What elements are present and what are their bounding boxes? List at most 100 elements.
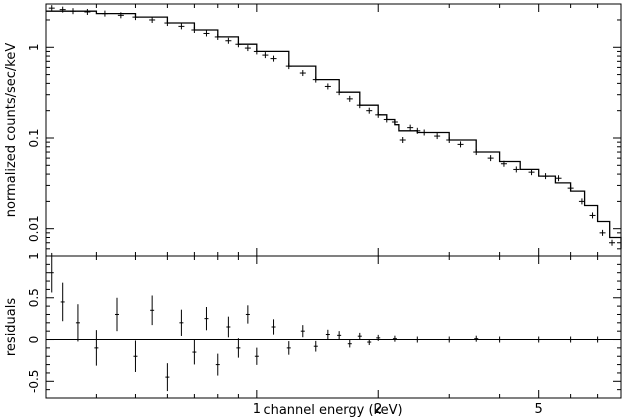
residual-data-point <box>286 341 291 355</box>
spectrum-data-point <box>312 76 319 83</box>
y-tick-label: 1 <box>27 252 41 260</box>
residual-data-point <box>325 329 330 340</box>
y-tick-label: 0.5 <box>27 288 41 307</box>
spectrum-data-point <box>414 127 421 134</box>
residual-data-point <box>271 319 276 335</box>
residual-data-point <box>313 340 318 352</box>
spectrum-data-point <box>336 89 343 96</box>
spectrum-data-point <box>346 95 353 102</box>
residual-data-point <box>474 335 479 342</box>
spectrum-data-point <box>164 20 171 27</box>
x-tick-label: 2 <box>374 402 382 417</box>
residual-data-point <box>226 316 231 338</box>
residual-data-point <box>245 305 250 324</box>
spectrum-data-point <box>375 111 382 118</box>
spectrum-data-point <box>48 5 55 12</box>
spectrum-data-points <box>48 5 616 246</box>
residual-data-point <box>215 353 220 376</box>
spectrum-data-point <box>542 173 549 180</box>
residual-data-point <box>337 331 342 340</box>
spectrum-data-point <box>407 124 414 131</box>
y-tick-label: 0.1 <box>27 128 41 147</box>
residual-data-point <box>347 339 352 348</box>
spectrum-data-point <box>578 198 585 205</box>
spectrum-data-point <box>609 239 616 246</box>
residual-data-point <box>192 339 197 365</box>
spectrum-data-point <box>324 83 331 90</box>
residuals-y-axis-label: residuals <box>4 298 19 357</box>
x-axis-label: channel energy (keV) <box>263 403 402 418</box>
spectrum-data-point <box>555 175 562 182</box>
residual-data-point <box>447 336 452 343</box>
spectrum-data-point <box>434 133 441 140</box>
residual-data-point <box>254 347 259 365</box>
spectrum-data-point <box>356 102 363 109</box>
spectrum-data-point <box>399 137 406 144</box>
spectrum-data-point <box>203 30 210 37</box>
residual-data-point <box>179 309 184 336</box>
spectrum-data-point <box>383 116 390 123</box>
x-tick-label: 5 <box>535 402 543 417</box>
spectrum-model-line <box>46 10 622 249</box>
spectrum-data-point <box>391 119 398 126</box>
residual-data-point <box>115 297 120 332</box>
residual-data-point <box>133 340 138 372</box>
spectrum-data-point <box>214 33 221 40</box>
residuals-ticks: 1 2 5 -0.5 0 0.5 1 <box>27 252 622 417</box>
residual-data-point <box>367 339 372 346</box>
spectrum-data-point <box>191 27 198 34</box>
spectrum-data-point <box>299 70 306 77</box>
spectrum-data-point <box>178 23 185 30</box>
residual-data-point <box>376 334 381 341</box>
residual-data-point <box>49 252 54 293</box>
spectrum-data-point <box>487 155 494 162</box>
y-tick-label: 0.01 <box>27 215 41 242</box>
residual-data-point <box>357 332 362 340</box>
spectrum-ticks: 0.01 0.1 1 <box>27 3 622 257</box>
residuals-panel: residuals 1 2 5 -0.5 0 0.5 1 <box>4 252 622 417</box>
residual-data-point <box>300 325 305 338</box>
spectrum-data-point <box>244 45 251 52</box>
spectrum-data-point <box>101 10 108 17</box>
spectrum-data-point <box>500 160 507 167</box>
residual-data-point <box>497 336 502 343</box>
residual-data-point <box>94 330 99 366</box>
spectrum-data-point <box>366 107 373 114</box>
residual-data-point <box>568 336 573 343</box>
spectrum-data-point <box>589 212 596 219</box>
spectrum-data-point <box>513 166 520 173</box>
residual-data-point <box>204 306 209 331</box>
spectrum-panel: normalized counts/sec/keV 0.01 0.1 1 <box>4 3 622 257</box>
spectrum-data-point <box>84 8 91 15</box>
x-tick-label: 1 <box>253 402 261 417</box>
spectrum-data-point <box>225 37 232 44</box>
residual-data-point <box>392 335 397 342</box>
spectrum-data-point <box>457 141 464 148</box>
spectrum-data-point <box>421 129 428 136</box>
y-tick-label: 1 <box>27 43 41 51</box>
spectrum-data-point <box>567 185 574 192</box>
residual-data-point <box>165 363 170 392</box>
residual-data-point <box>236 338 241 358</box>
residual-data-point <box>595 336 600 343</box>
residuals-plot-frame <box>45 255 622 399</box>
spectrum-data-point <box>262 52 269 59</box>
residual-data-point <box>75 304 80 342</box>
spectrum-data-point <box>59 6 66 13</box>
spectrum-y-axis-label: normalized counts/sec/keV <box>4 43 19 218</box>
spectrum-data-point <box>117 12 124 19</box>
residual-data-point <box>415 336 420 343</box>
spectrum-data-point <box>235 41 242 48</box>
spectrum-data-point <box>270 55 277 62</box>
spectrum-data-point <box>69 8 76 15</box>
spectrum-data-point <box>599 229 606 236</box>
spectrum-plot-frame <box>45 3 622 257</box>
model-step-line <box>46 10 622 249</box>
residual-data-point <box>60 282 65 322</box>
spectrum-data-point <box>149 16 156 23</box>
residual-data-point <box>150 295 155 326</box>
spectrum-data-point <box>253 48 260 55</box>
residuals-data-points <box>49 252 600 392</box>
y-tick-label: 0 <box>27 336 41 344</box>
